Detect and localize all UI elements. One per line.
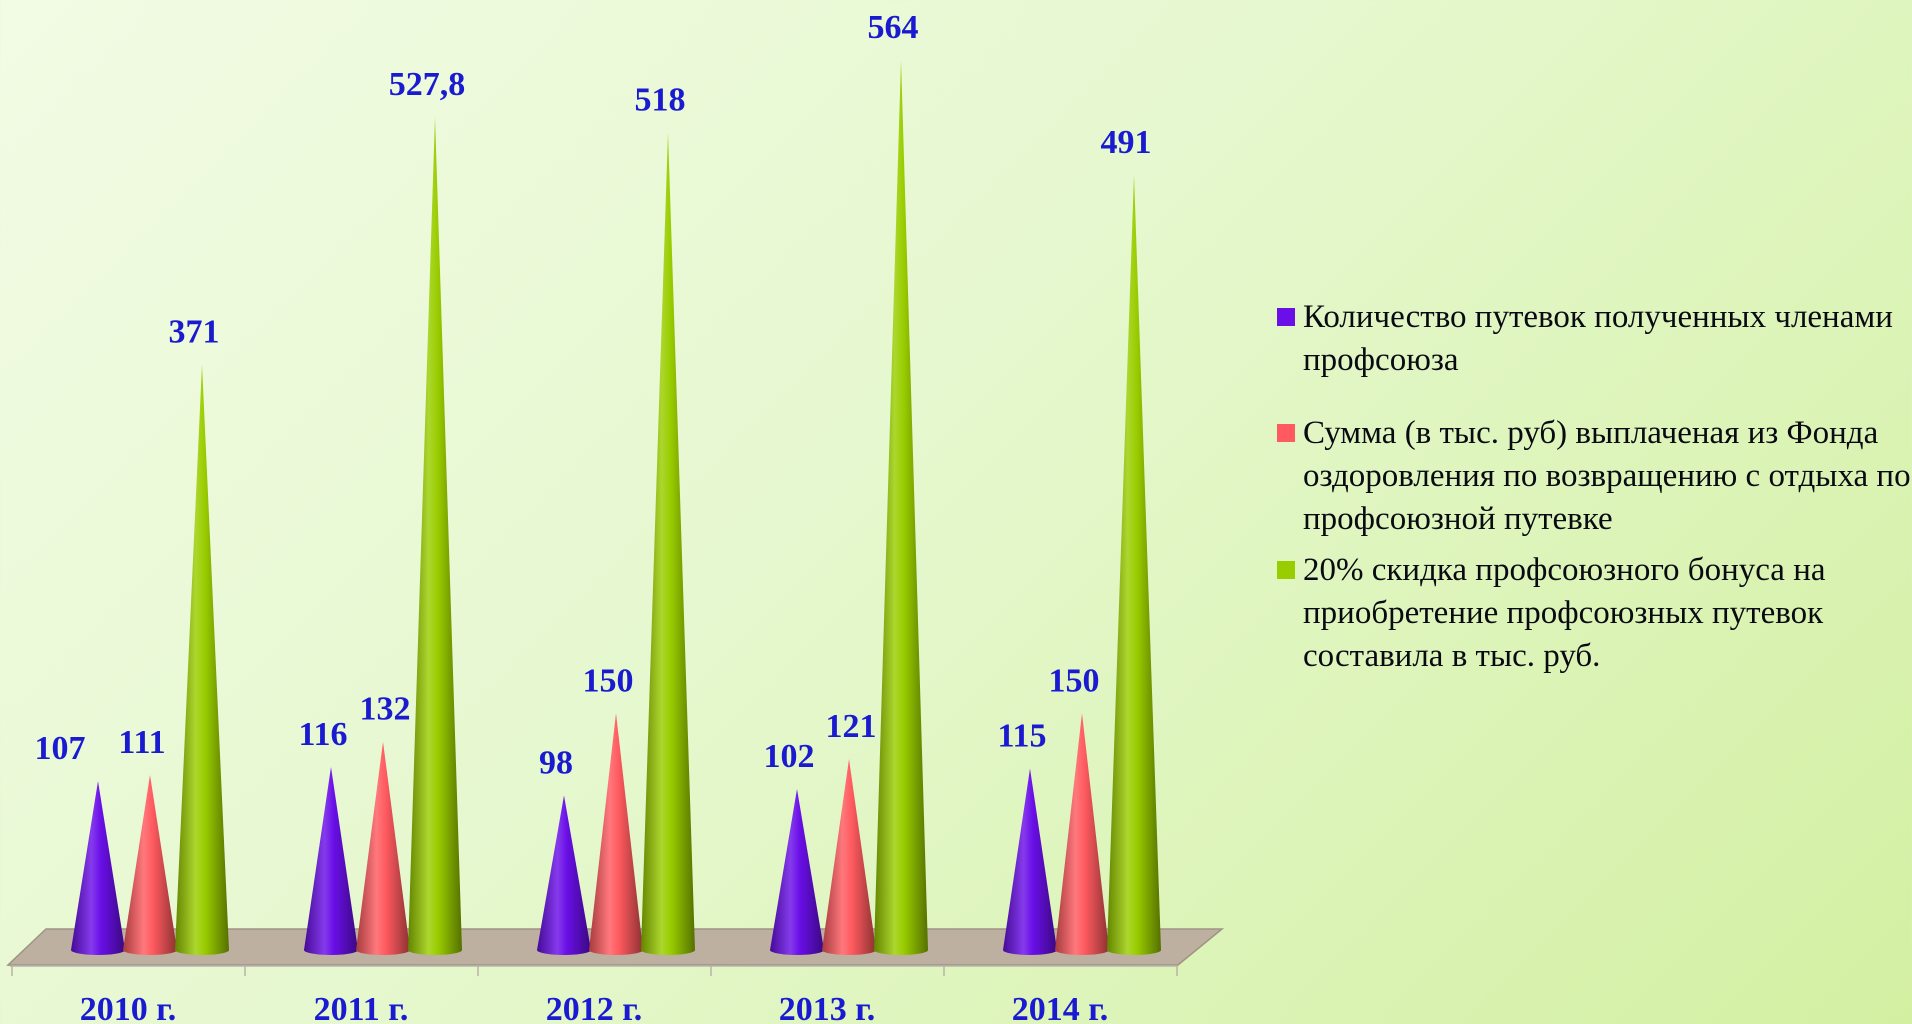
legend-item: Количество путевок полученных членами пр…: [1275, 296, 1912, 382]
value-label: 132: [360, 691, 411, 728]
legend: Количество путевок полученных членами пр…: [1275, 296, 1912, 708]
value-label: 111: [118, 724, 165, 761]
category-label: 2010 г.: [80, 991, 177, 1024]
cone-bar: [1107, 175, 1161, 955]
value-labels: 107 111 371 116 132 527,8 98 150 518 102 121 564 115…: [35, 9, 1152, 781]
cone-bar: [356, 741, 410, 955]
cone-bar: [1055, 713, 1109, 955]
value-label: 116: [298, 716, 347, 753]
cone-bar: [1003, 768, 1057, 955]
legend-swatch: [1277, 561, 1295, 579]
category-label: 2012 г.: [546, 991, 643, 1024]
value-label: 102: [764, 738, 815, 775]
cone-bar: [822, 759, 876, 955]
value-label: 121: [826, 708, 877, 745]
cone-bar: [537, 795, 591, 955]
cone-bar: [589, 713, 643, 955]
value-label: 115: [997, 718, 1046, 755]
value-label: 371: [169, 314, 220, 351]
cone-bar: [770, 789, 824, 955]
category-label: 2011 г.: [314, 991, 409, 1024]
value-label: 98: [539, 744, 573, 781]
value-label: 150: [1049, 662, 1100, 699]
cone-bar: [874, 60, 928, 956]
value-label: 527,8: [389, 66, 466, 103]
legend-swatch: [1277, 424, 1295, 442]
legend-label: Сумма (в тыс. руб) выплаченая из Фонда о…: [1303, 415, 1911, 537]
legend-label: Количество путевок полученных членами пр…: [1303, 299, 1893, 378]
cone-bar: [304, 766, 358, 955]
legend-item: Сумма (в тыс. руб) выплаченая из Фонда о…: [1275, 412, 1912, 541]
value-label: 564: [868, 9, 919, 46]
legend-swatch: [1277, 308, 1295, 326]
cone-bar: [175, 364, 229, 955]
cone-bar: [123, 774, 177, 955]
category-label: 2013 г.: [779, 991, 876, 1024]
value-label: 491: [1101, 124, 1152, 161]
cone-bar: [71, 781, 125, 955]
legend-item: 20% скидка профсоюзного бонуса на приобр…: [1275, 549, 1912, 678]
value-label: 150: [583, 662, 634, 699]
category-labels: 2010 г. 2011 г. 2012 г. 2013 г. 2014 г.: [80, 991, 1109, 1024]
x-axis: [10, 965, 1178, 976]
cone-bar: [408, 117, 462, 955]
value-label: 107: [35, 730, 86, 767]
cones: [71, 60, 1161, 956]
value-label: 518: [635, 82, 686, 119]
category-label: 2014 г.: [1012, 991, 1109, 1024]
legend-label: 20% скидка профсоюзного бонуса на приобр…: [1303, 552, 1826, 674]
cone-bar: [641, 132, 695, 955]
